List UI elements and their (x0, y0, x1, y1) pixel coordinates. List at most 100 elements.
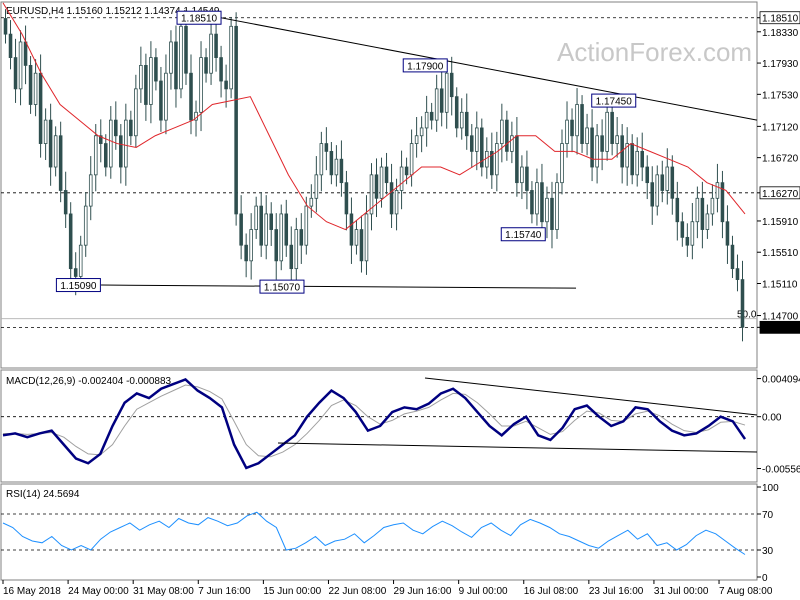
candle (339, 140, 344, 197)
price-tick-label: 1.17930 (762, 59, 799, 70)
price-tick-label: 1.15910 (762, 217, 799, 228)
x-tick-label: 24 May 00:00 (68, 586, 129, 597)
candle (670, 155, 675, 215)
candle (114, 101, 118, 150)
fib-label: 50.0 (737, 310, 757, 321)
candle (134, 74, 138, 148)
candle (354, 220, 359, 255)
candle (164, 54, 168, 135)
candle (264, 195, 268, 260)
candle (269, 202, 274, 246)
candle (690, 202, 695, 260)
price-callout: 1.15740 (500, 227, 546, 242)
candle (154, 48, 158, 91)
candle (500, 103, 504, 163)
candle (98, 119, 103, 163)
candle (454, 87, 459, 138)
candle (199, 41, 203, 132)
candle (93, 124, 98, 192)
lower-support (101, 284, 577, 289)
macd-tick-label: 0.004094 (762, 375, 800, 386)
candle (124, 103, 128, 186)
price-tick-label: 1.15510 (762, 248, 799, 259)
price-tick-label: 1.18330 (762, 28, 799, 39)
x-tick-label: 16 Jul 08:00 (524, 586, 579, 597)
macd-upper-trendline (424, 377, 758, 416)
candle (439, 70, 444, 127)
candle (369, 163, 374, 231)
candle (705, 204, 710, 239)
candle (464, 93, 469, 150)
candle (204, 48, 208, 83)
price-callout: 1.18510 (176, 10, 222, 25)
candle (545, 186, 549, 239)
x-tick-label: 31 Jul 00:00 (654, 586, 709, 597)
candle (510, 121, 514, 164)
candle (645, 155, 650, 200)
rsi-tick-label: 70 (762, 510, 774, 521)
macd-tick-label: 0.00 (762, 413, 782, 424)
candle (625, 127, 629, 186)
candle (414, 116, 419, 158)
candle (560, 129, 564, 195)
x-axis: 16 May 2018 24 May 00:00 31 May 08:00 7 Jun… (2, 580, 773, 597)
x-tick-label: 22 Jun 08:00 (328, 586, 386, 597)
candle (329, 142, 334, 185)
candle (429, 102, 434, 130)
candle (43, 108, 48, 160)
price-level-box (759, 320, 800, 334)
price-tick-label: 1.15110 (762, 279, 798, 290)
candle (389, 163, 394, 228)
candle (344, 170, 349, 231)
macd-pane: MACD(12,26,9) -0.002404 -0.000883 0.0040… (0, 369, 800, 483)
rsi-pane: RSI(14) 24.5694 100 70 30 0 (0, 483, 779, 584)
svg-text:1.15090: 1.15090 (60, 281, 97, 292)
x-tick-label: 7 Aug 08:00 (719, 586, 773, 597)
x-tick-label: 31 May 08:00 (133, 586, 194, 597)
rsi-tick-label: 100 (762, 483, 779, 494)
candle (309, 184, 314, 218)
candle (18, 30, 23, 106)
price-callout: 1.15090 (55, 278, 101, 293)
candle (444, 61, 449, 129)
candle (480, 118, 484, 177)
candle (314, 156, 319, 213)
candle (28, 56, 33, 114)
price-callout: 1.17900 (402, 58, 448, 73)
candle (710, 184, 715, 226)
candle (660, 160, 665, 203)
rsi-tick-label: 30 (762, 546, 774, 557)
x-tick-label: 16 May 2018 (3, 586, 61, 597)
candle (725, 205, 730, 264)
candle (615, 116, 619, 158)
candle (630, 134, 634, 185)
macd-pane-frame (0, 369, 758, 483)
candle (244, 233, 248, 278)
candle (249, 213, 253, 280)
price-tick-label: 1.17120 (762, 122, 799, 133)
candle (88, 156, 93, 221)
candle (224, 64, 228, 108)
candle (63, 171, 68, 228)
candle (635, 137, 639, 187)
svg-text:1.18510: 1.18510 (181, 14, 218, 25)
candle (384, 152, 389, 195)
price-tick-label: 1.16270 (762, 189, 799, 200)
candle (103, 134, 108, 177)
candle (304, 196, 309, 255)
candle (595, 124, 599, 184)
candle (695, 186, 700, 239)
candle (605, 102, 609, 161)
macd-tick-label: -0.005568 (762, 465, 800, 476)
candle (419, 116, 424, 153)
candle (119, 124, 123, 184)
x-tick-label: 29 Jun 16:00 (394, 586, 452, 597)
candle (655, 165, 660, 216)
x-tick-label: 9 Jul 00:00 (459, 586, 508, 597)
price-tick-label: 1.16720 (762, 154, 799, 165)
candle (174, 25, 178, 108)
candle (434, 74, 439, 132)
candle (540, 163, 544, 236)
candle (720, 170, 725, 239)
candle (129, 110, 133, 146)
